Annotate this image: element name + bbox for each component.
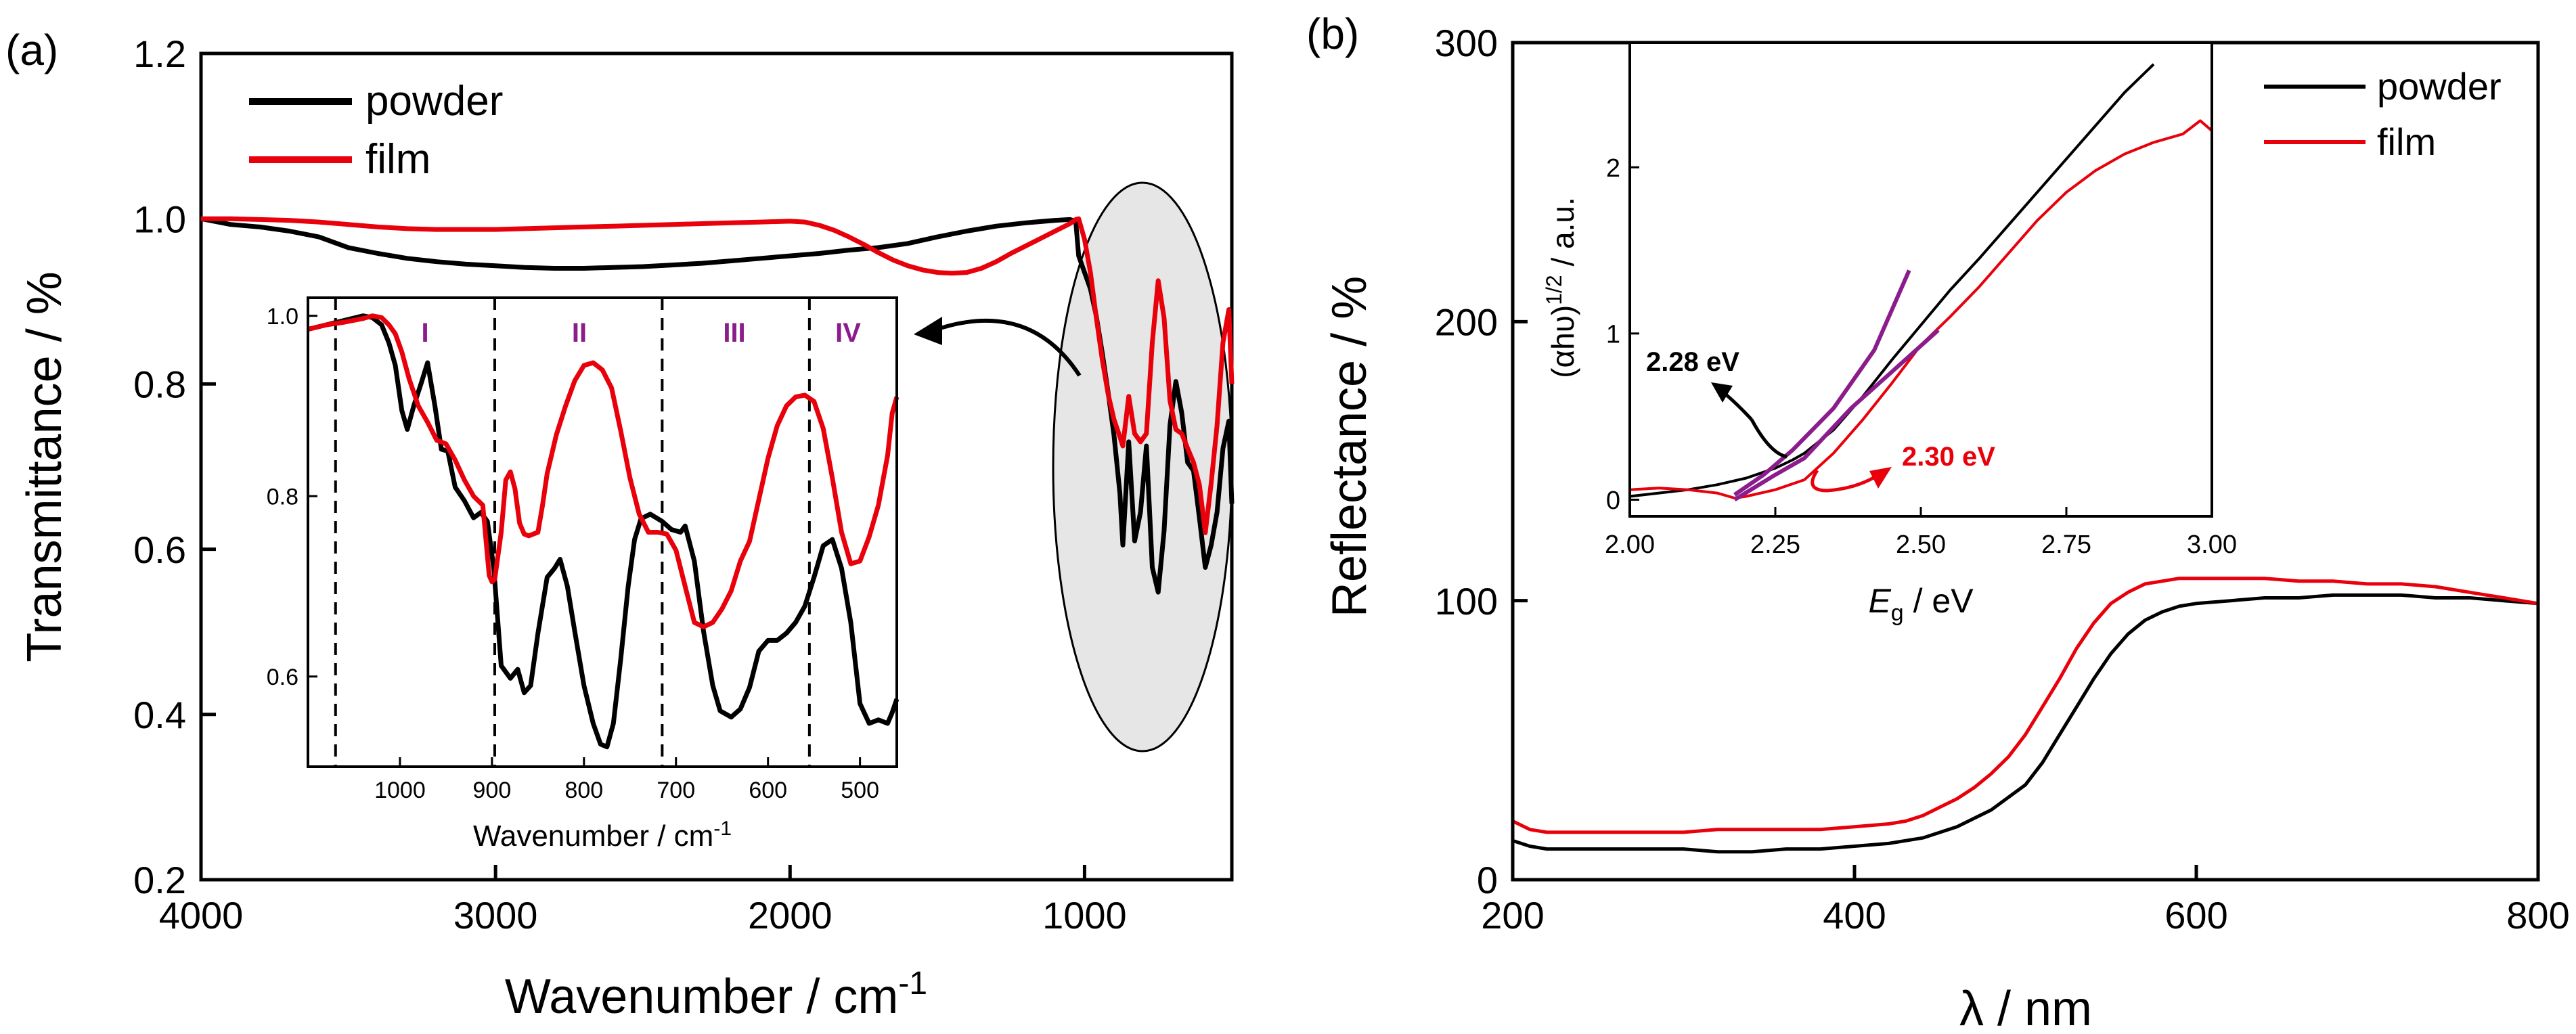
a_inset-xtick-label: 500	[841, 778, 879, 803]
b_main-ytick-label: 300	[1435, 22, 1498, 64]
b_main-xtick-label: 400	[1823, 894, 1886, 937]
a-main-y-axis-label: Transmittance / %	[18, 271, 72, 662]
b_main-series-powder	[1512, 593, 2539, 854]
inset-pointer-arrow	[933, 318, 1082, 377]
a_inset-series-powder	[307, 313, 900, 750]
annotation-film-arrow	[1811, 469, 1876, 493]
legend-b-film-label: film	[2377, 120, 2436, 163]
b-main-y-axis-label: Reflectance / %	[1323, 276, 1377, 617]
inset-pointer-arrowhead	[914, 317, 942, 345]
annotation-film-bandgap: 2.30 eV	[1902, 442, 1995, 472]
b-inset-background	[1630, 43, 2212, 516]
b_main-ytick-label: 0	[1477, 859, 1498, 901]
b_main-xtick-label: 200	[1481, 894, 1544, 937]
b_main-xtick-label: 800	[2506, 894, 2569, 937]
b_inset-series-fit-powder	[1733, 269, 1911, 497]
a_inset-xtick-label: 700	[657, 778, 695, 803]
a_main-xtick-label: 4000	[159, 894, 244, 937]
a_inset-ytick-label: 0.6	[267, 665, 298, 690]
b_inset-xtick-label: 2.75	[2041, 531, 2091, 559]
region-label-iv: IV	[835, 318, 861, 348]
a-inset-frame	[307, 296, 898, 768]
b-inset-ticks: 2.00 2.25 2.50 2.75 3.00 0 1 2	[1605, 154, 2237, 559]
region-label-i: I	[421, 318, 428, 348]
b-main-legend: powder film	[2264, 65, 2502, 163]
b_main-xtick-label: 600	[2164, 894, 2227, 937]
b_inset-xtick-label: 2.50	[1896, 531, 1946, 559]
a-main-legend: powder film	[249, 78, 503, 183]
a_inset-ytick-label: 1.0	[267, 304, 298, 330]
a_main-ytick-label: 0.4	[133, 694, 186, 736]
a-inset-series	[307, 313, 900, 750]
region-label-iii: III	[723, 318, 745, 348]
a-inset-ticks: 1000 900 800 700 600 500 0.6 0.8 1.0	[267, 304, 879, 803]
panel-a: (a) 4000 3000 2000 1000 0.2 0.4 0.6 0.8 1.0 1.2 T…	[5, 26, 1235, 1024]
a_main-ytick-label: 1.0	[133, 198, 186, 240]
a_inset-xtick-label: 1000	[374, 778, 426, 803]
region-label-ii: II	[572, 318, 587, 348]
panel-b-label: (b)	[1306, 9, 1359, 58]
b-main-plot-area: 200 400 600 800 0 100 200 300	[1435, 22, 2570, 937]
panel-a-label: (a)	[5, 26, 58, 74]
b_inset-xtick-label: 2.00	[1605, 531, 1655, 559]
a_main-ytick-label: 0.2	[133, 859, 186, 901]
b_inset-ytick-label: 2	[1606, 154, 1620, 183]
a-main-x-axis-label: Wavenumber / cm-1	[505, 966, 927, 1024]
legend-film-label: film	[365, 136, 430, 183]
b_inset-series-powder	[1629, 63, 2155, 498]
a_main-xtick-label: 2000	[748, 894, 832, 937]
a_inset-series-film	[307, 313, 900, 629]
a-main-ticks: 4000 3000 2000 1000 0.2 0.4 0.6 0.8 1.0 1.2	[133, 32, 1127, 937]
b_inset-series-fit-film	[1733, 328, 1940, 501]
panel-b: (b) 200 400 600 800 0 100 200 300 Reflectance /…	[1306, 9, 2570, 1034]
b_main-series-film	[1511, 577, 2539, 834]
b_inset-ytick-label: 0	[1606, 487, 1620, 515]
a_main-ytick-label: 0.8	[133, 363, 186, 406]
b-inset-series	[1629, 63, 2213, 501]
annotation-powder-bandgap: 2.28 eV	[1646, 347, 1739, 377]
b-inset-frame	[1628, 41, 2213, 518]
a-main-plot-area: 4000 3000 2000 1000 0.2 0.4 0.6 0.8 1.0 1.2	[133, 32, 1234, 937]
b_inset-xtick-label: 3.00	[2187, 531, 2237, 559]
a_inset-xtick-label: 800	[564, 778, 603, 803]
a_main-xtick-label: 3000	[453, 894, 538, 937]
a-inset-x-axis-label: Wavenumber / cm-1	[473, 817, 732, 853]
annotation-film-arrowhead	[1869, 467, 1892, 489]
b_main-ytick-label: 100	[1435, 580, 1498, 623]
annotation-powder-arrow-tail	[1750, 418, 1787, 459]
a-main-series-overlay	[200, 216, 1235, 595]
legend-b-powder-label: powder	[2377, 65, 2502, 108]
a_main-series-film	[201, 216, 1235, 535]
a_inset-ytick-label: 0.8	[267, 484, 298, 510]
a_inset-xtick-label: 600	[749, 778, 787, 803]
a_main-ytick-label: 0.6	[133, 529, 186, 571]
a_main-ytick-label: 1.2	[133, 32, 186, 75]
b_inset-xtick-label: 2.25	[1750, 531, 1800, 559]
b_inset-ytick-label: 1	[1606, 321, 1620, 349]
a_inset-xtick-label: 900	[473, 778, 512, 803]
a-inset: 1000 900 800 700 600 500 0.6 0.8 1.0 I II III IV…	[267, 296, 900, 853]
b-inset-y-axis-label: (αhυ)1/2 / a.u.	[1542, 197, 1580, 378]
b-inset-x-axis-label: Eg / eV	[1868, 582, 1974, 626]
legend-powder-label: powder	[365, 78, 503, 125]
a_main-series-powder	[200, 216, 1235, 595]
b-main-ticks: 200 400 600 800 0 100 200 300	[1435, 22, 2570, 937]
a_main-xtick-label: 1000	[1042, 894, 1127, 937]
annotation-powder-arrowhead	[1711, 382, 1733, 403]
b-main-series	[1511, 577, 2539, 854]
b_main-ytick-label: 200	[1435, 300, 1498, 343]
b-main-x-axis-label: λ / nm	[1959, 982, 2092, 1034]
